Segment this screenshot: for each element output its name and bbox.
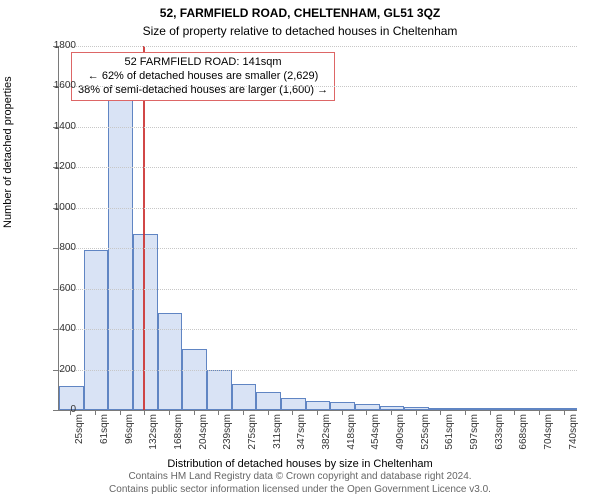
- bar: [256, 392, 281, 410]
- x-tick-label: 168sqm: [173, 414, 184, 458]
- annotation-line2: ← 62% of detached houses are smaller (2,…: [78, 70, 328, 84]
- y-tick-label: 1200: [28, 161, 76, 172]
- x-tick-label: 347sqm: [296, 414, 307, 458]
- x-tick-label: 668sqm: [518, 414, 529, 458]
- bar: [84, 250, 109, 410]
- x-tick-label: 418sqm: [346, 414, 357, 458]
- x-tick-label: 61sqm: [99, 414, 110, 458]
- bar: [158, 313, 183, 410]
- x-tick-label: 561sqm: [444, 414, 455, 458]
- annotation-box: 52 FARMFIELD ROAD: 141sqm ← 62% of detac…: [71, 52, 335, 101]
- bar: [281, 398, 306, 410]
- x-tick-label: 204sqm: [198, 414, 209, 458]
- footer-line2: Contains public sector information licen…: [0, 484, 600, 497]
- bar: [330, 402, 355, 410]
- y-tick-label: 0: [28, 404, 76, 415]
- bar: [207, 370, 232, 410]
- bar: [355, 404, 380, 410]
- x-tick-label: 96sqm: [124, 414, 135, 458]
- y-tick-label: 200: [28, 364, 76, 375]
- bar: [552, 408, 577, 410]
- bar: [429, 408, 454, 410]
- x-tick-label: 454sqm: [370, 414, 381, 458]
- x-tick-label: 25sqm: [74, 414, 85, 458]
- y-tick-label: 1000: [28, 202, 76, 213]
- bar: [182, 349, 207, 410]
- y-tick-label: 1800: [28, 40, 76, 51]
- x-tick-label: 525sqm: [420, 414, 431, 458]
- y-tick-label: 400: [28, 323, 76, 334]
- bar: [306, 401, 331, 410]
- x-tick-label: 490sqm: [395, 414, 406, 458]
- y-tick-label: 800: [28, 242, 76, 253]
- y-tick-label: 600: [28, 283, 76, 294]
- bar: [503, 408, 528, 410]
- chart-subtitle: Size of property relative to detached ho…: [0, 24, 600, 38]
- footer-line1: Contains HM Land Registry data © Crown c…: [0, 471, 600, 484]
- chart-title-address: 52, FARMFIELD ROAD, CHELTENHAM, GL51 3QZ: [0, 6, 600, 20]
- x-tick-label: 597sqm: [469, 414, 480, 458]
- bar: [108, 91, 133, 411]
- bar: [404, 407, 429, 410]
- chart-container: 52, FARMFIELD ROAD, CHELTENHAM, GL51 3QZ…: [0, 0, 600, 500]
- x-axis-label: Distribution of detached houses by size …: [0, 458, 600, 470]
- plot-area: 52 FARMFIELD ROAD: 141sqm ← 62% of detac…: [58, 46, 577, 411]
- bar: [232, 384, 257, 410]
- x-tick-label: 740sqm: [568, 414, 579, 458]
- bar: [133, 234, 158, 410]
- x-tick-label: 132sqm: [148, 414, 159, 458]
- footer: Contains HM Land Registry data © Crown c…: [0, 471, 600, 496]
- bar: [478, 408, 503, 410]
- x-tick-label: 704sqm: [543, 414, 554, 458]
- y-tick-label: 1600: [28, 80, 76, 91]
- y-axis-label: Number of detached properties: [2, 76, 14, 228]
- annotation-line1: 52 FARMFIELD ROAD: 141sqm: [78, 56, 328, 70]
- y-tick-label: 1400: [28, 121, 76, 132]
- x-tick-label: 633sqm: [494, 414, 505, 458]
- x-tick-label: 239sqm: [222, 414, 233, 458]
- x-tick-label: 311sqm: [272, 414, 283, 458]
- x-tick-label: 275sqm: [247, 414, 258, 458]
- x-tick-label: 382sqm: [321, 414, 332, 458]
